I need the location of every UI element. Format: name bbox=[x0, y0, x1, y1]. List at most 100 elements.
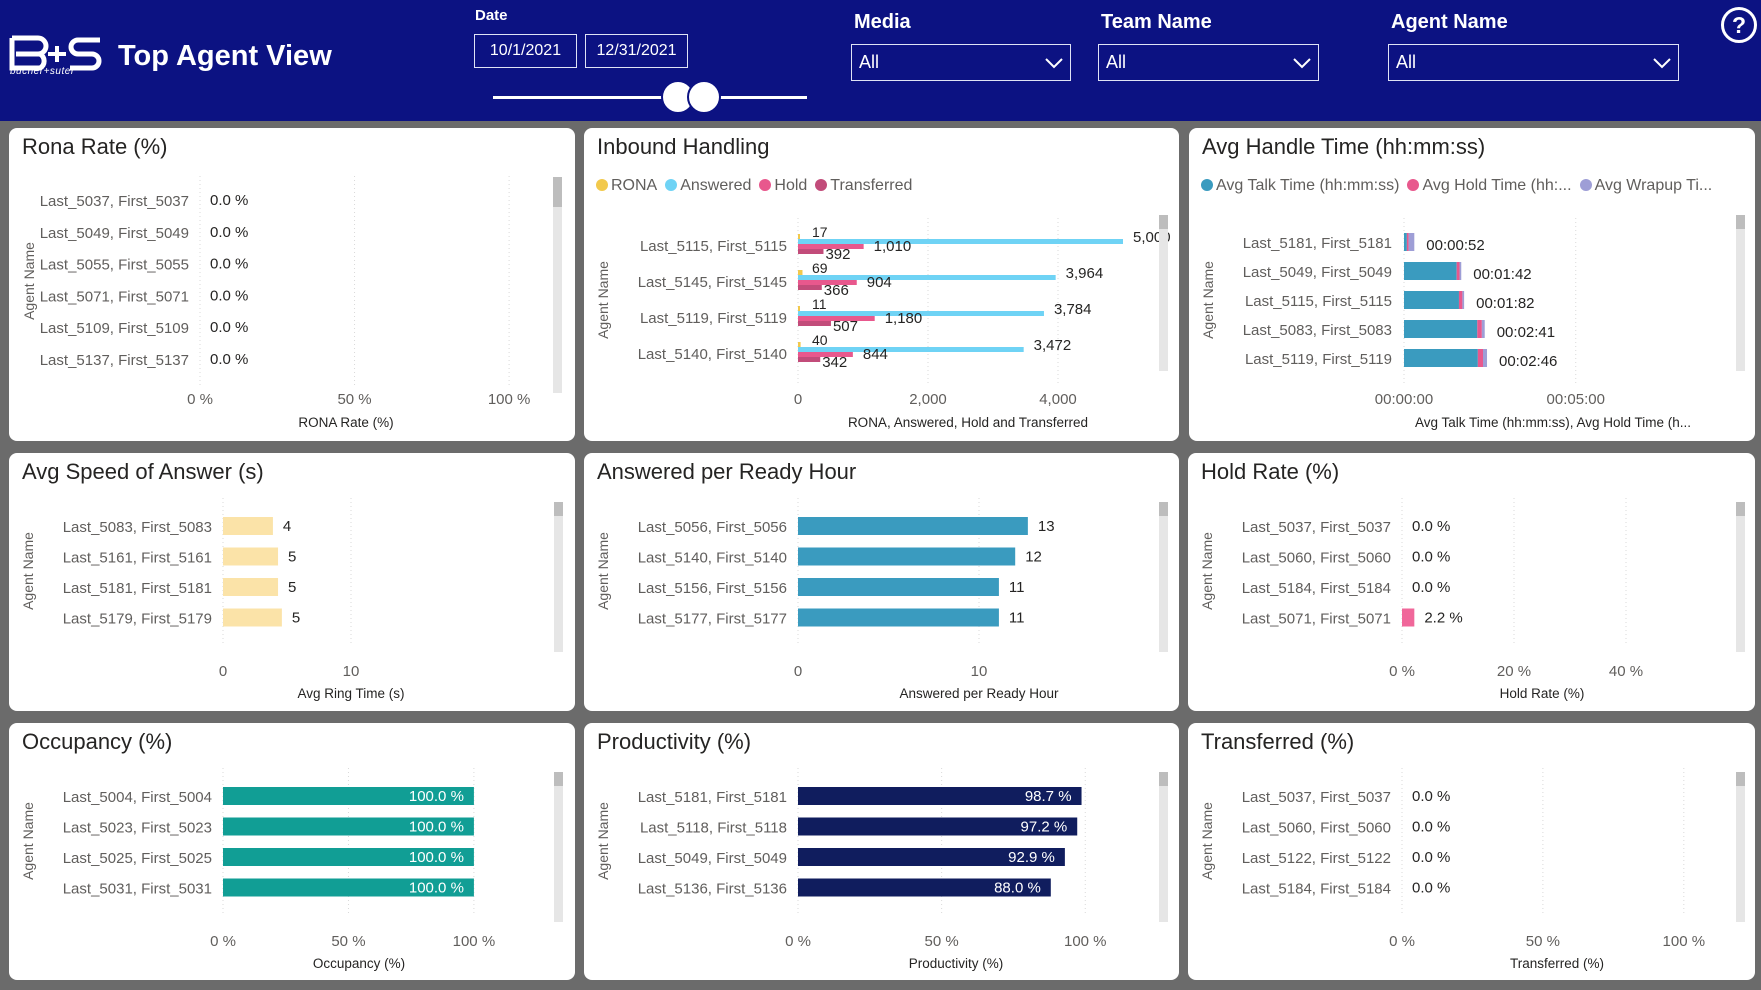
data-label: 92.9 % bbox=[1008, 849, 1055, 866]
legend-item-transferred[interactable]: Transferred bbox=[815, 177, 912, 195]
category-label: Last_5145, First_5145 bbox=[638, 274, 787, 291]
agent-name-dropdown[interactable]: All bbox=[1388, 44, 1679, 81]
bar bbox=[223, 817, 474, 836]
y-axis-title: Agent Name bbox=[20, 532, 36, 610]
scrollbar[interactable] bbox=[1736, 772, 1745, 922]
data-label: 100.0 % bbox=[409, 849, 464, 866]
x-tick-label: 10 bbox=[343, 663, 360, 680]
x-tick-label: 00:00:00 bbox=[1375, 391, 1433, 408]
category-label: Last_5049, First_5049 bbox=[1243, 264, 1392, 281]
date-end-input[interactable]: 12/31/2021 bbox=[585, 34, 688, 68]
answered-per-ready-hour-card: Answered per Ready Hour 0 10 Last_5056, Fi… bbox=[584, 453, 1179, 711]
scrollbar[interactable] bbox=[1159, 772, 1168, 922]
scrollbar-thumb[interactable] bbox=[1736, 502, 1745, 516]
category-label: Last_5056, First_5056 bbox=[638, 519, 787, 536]
scrollbar-thumb[interactable] bbox=[554, 502, 563, 516]
bar bbox=[223, 608, 282, 627]
scrollbar[interactable] bbox=[554, 502, 563, 652]
legend-label: Answered bbox=[680, 177, 752, 194]
category-label: Last_5037, First_5037 bbox=[40, 193, 189, 210]
bar-rona bbox=[798, 342, 801, 347]
x-tick-label: 20 % bbox=[1497, 663, 1531, 680]
data-label: 0.0 % bbox=[1412, 518, 1450, 535]
x-tick-label: 100 % bbox=[1663, 933, 1706, 950]
scrollbar[interactable] bbox=[554, 772, 563, 922]
legend-item-hold[interactable]: Hold bbox=[759, 177, 807, 195]
data-label-rona: 40 bbox=[812, 332, 828, 348]
bar-transferred bbox=[798, 321, 831, 326]
x-tick-label: 00:05:00 bbox=[1547, 391, 1605, 408]
x-tick-label: 2,000 bbox=[909, 391, 947, 408]
scrollbar-thumb[interactable] bbox=[1736, 772, 1745, 786]
data-label: 0.0 % bbox=[210, 351, 248, 368]
category-label: Last_5004, First_5004 bbox=[63, 789, 212, 806]
bar-transferred bbox=[798, 357, 821, 362]
bar-segment bbox=[1406, 233, 1409, 251]
data-label: 0.0 % bbox=[210, 319, 248, 336]
x-tick-label: 50 % bbox=[331, 933, 365, 950]
data-label-hold: 1,180 bbox=[885, 310, 923, 327]
y-axis-title: Agent Name bbox=[1199, 532, 1215, 610]
scrollbar[interactable] bbox=[553, 177, 562, 393]
category-label: Last_5140, First_5140 bbox=[638, 346, 787, 363]
hold-rate-chart: 0 % 20 % 40 % Last_5037, First_5037 0.0 % Las… bbox=[1199, 498, 1643, 701]
question-circle-icon[interactable]: ? bbox=[1720, 6, 1758, 44]
scrollbar-thumb[interactable] bbox=[1159, 502, 1168, 516]
data-label: 0.0 % bbox=[1412, 579, 1450, 596]
category-label: Last_5136, First_5136 bbox=[638, 881, 787, 898]
scrollbar[interactable] bbox=[1159, 502, 1168, 652]
legend-item-talk[interactable]: Avg Talk Time (hh:mm:ss) bbox=[1201, 177, 1399, 195]
scrollbar-thumb[interactable] bbox=[553, 177, 562, 207]
legend-dot bbox=[1201, 179, 1213, 191]
x-tick-label: 50 % bbox=[1526, 933, 1560, 950]
scrollbar[interactable] bbox=[1736, 215, 1745, 371]
team-name-dropdown[interactable]: All bbox=[1098, 44, 1319, 81]
bar-rona bbox=[798, 234, 800, 239]
data-label: 13 bbox=[1038, 518, 1055, 535]
scrollbar-thumb[interactable] bbox=[1159, 772, 1168, 786]
legend-dot bbox=[665, 179, 678, 191]
data-label: 00:00:52 bbox=[1426, 237, 1484, 254]
svg-text:?: ? bbox=[1732, 12, 1746, 38]
legend-dot bbox=[596, 179, 608, 191]
date-slider-end-handle[interactable] bbox=[687, 80, 721, 114]
date-start-input[interactable]: 10/1/2021 bbox=[474, 34, 577, 68]
y-axis-title: Agent Name bbox=[595, 261, 611, 339]
category-label: Last_5031, First_5031 bbox=[63, 881, 212, 898]
x-axis-title: Productivity (%) bbox=[909, 956, 1004, 971]
card-title: Occupancy (%) bbox=[22, 729, 173, 754]
legend-item-hold[interactable]: Avg Hold Time (hh:... bbox=[1407, 177, 1572, 195]
media-value: All bbox=[859, 52, 880, 72]
scrollbar[interactable] bbox=[1736, 502, 1745, 652]
bar bbox=[798, 547, 1016, 566]
legend-label: Avg Talk Time (hh:mm:ss) bbox=[1216, 177, 1400, 194]
x-axis-title: Hold Rate (%) bbox=[1500, 686, 1585, 701]
data-label: 0.0 % bbox=[210, 224, 248, 241]
chevron-down-icon bbox=[1653, 58, 1671, 69]
media-dropdown[interactable]: All bbox=[851, 44, 1071, 81]
x-tick-label: 40 % bbox=[1609, 663, 1643, 680]
legend-item-rona[interactable]: RONA bbox=[596, 177, 657, 195]
data-label: 00:02:41 bbox=[1497, 324, 1555, 341]
data-label-hold: 1,010 bbox=[874, 238, 912, 255]
data-label-rona: 11 bbox=[812, 296, 827, 312]
legend-item-wrapup[interactable]: Avg Wrapup Ti... bbox=[1579, 177, 1712, 195]
category-label: Last_5119, First_5119 bbox=[1245, 351, 1392, 368]
bar bbox=[223, 878, 474, 897]
category-label: Last_5115, First_5115 bbox=[1245, 293, 1392, 310]
scrollbar-thumb[interactable] bbox=[1736, 215, 1745, 229]
x-tick-label: 100 % bbox=[488, 391, 531, 408]
avg-handle-time-card: Avg Handle Time (hh:mm:ss) Avg Talk Time… bbox=[1189, 128, 1755, 441]
category-label: Last_5137, First_5137 bbox=[40, 352, 189, 369]
category-label: Last_5140, First_5140 bbox=[638, 550, 787, 567]
category-label: Last_5049, First_5049 bbox=[638, 850, 787, 867]
legend-item-answered[interactable]: Answered bbox=[665, 177, 751, 195]
bar-answered bbox=[798, 347, 1024, 352]
scrollbar-thumb[interactable] bbox=[554, 772, 563, 786]
scrollbar[interactable] bbox=[1159, 215, 1168, 371]
date-slider-track[interactable] bbox=[493, 96, 807, 99]
data-label: 00:02:46 bbox=[1499, 353, 1557, 370]
bar-segment bbox=[1404, 262, 1457, 280]
scrollbar-thumb[interactable] bbox=[1159, 215, 1168, 229]
transferred-card: Transferred (%) 0 % 50 % 100 % Last_5037, F… bbox=[1188, 723, 1755, 980]
